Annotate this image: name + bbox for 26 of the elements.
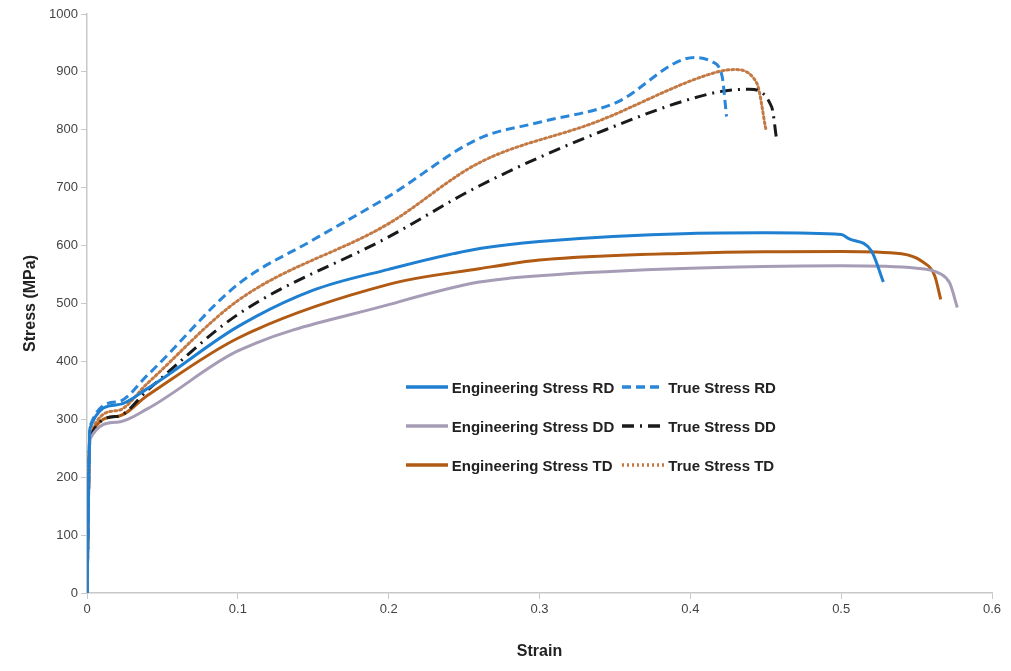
y-tick-label: 600 <box>56 237 78 253</box>
legend-label: Engineering Stress DD <box>451 417 615 435</box>
x-axis-title: Strain <box>516 641 563 659</box>
legend-label: Engineering Stress TD <box>451 456 613 474</box>
x-tick-label: 0.6 <box>982 601 1002 617</box>
x-tick-label: 0.1 <box>228 601 247 617</box>
y-tick-label: 400 <box>56 352 78 368</box>
y-tick-label: 0 <box>70 584 78 600</box>
x-tick-label: 0.5 <box>832 601 851 617</box>
legend-label: True Stress DD <box>668 417 776 435</box>
y-tick-label: 1000 <box>49 5 78 21</box>
y-tick-label: 100 <box>56 526 78 542</box>
y-axis-title: Stress (MPa) <box>21 255 39 352</box>
x-tick-label: 0.4 <box>681 601 700 617</box>
legend-label: True Stress RD <box>668 378 776 396</box>
y-tick-label: 200 <box>56 468 78 484</box>
x-tick-label: 0.3 <box>530 601 549 617</box>
y-tick-label: 300 <box>56 410 78 426</box>
legend-label: Engineering Stress RD <box>451 378 615 396</box>
y-tick-label: 500 <box>56 295 78 311</box>
y-tick-label: 900 <box>56 63 78 79</box>
x-tick-label: 0.2 <box>379 601 398 617</box>
y-tick-label: 800 <box>56 121 78 137</box>
x-tick-label: 0 <box>83 601 91 617</box>
legend-label: True Stress TD <box>668 456 775 474</box>
y-tick-label: 700 <box>56 179 78 195</box>
